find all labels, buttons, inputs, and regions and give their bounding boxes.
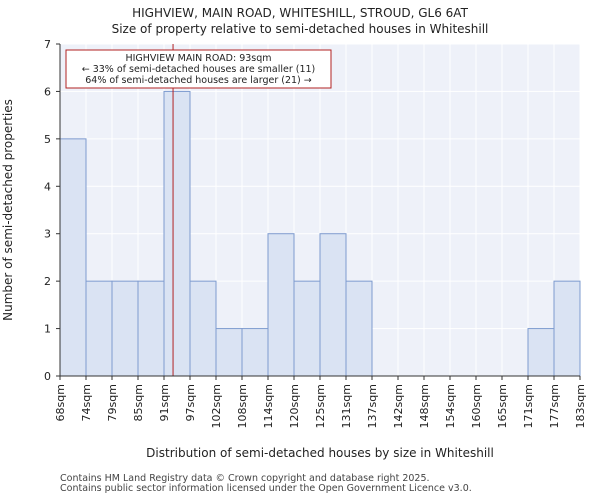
bars bbox=[59, 90, 581, 377]
annotation-line2: ← 33% of semi-detached houses are smalle… bbox=[82, 64, 316, 75]
x-tick-label: 142sqm bbox=[392, 384, 405, 428]
bar-91sqm bbox=[163, 90, 191, 377]
bar-125sqm bbox=[319, 233, 347, 377]
x-tick-label: 131sqm bbox=[340, 384, 353, 428]
x-tick-label: 125sqm bbox=[314, 384, 327, 428]
y-axis-label: Number of semi-detached properties bbox=[1, 99, 15, 321]
bar-183sqm bbox=[553, 280, 581, 377]
y-tick-label: 1 bbox=[44, 323, 51, 336]
chart-subtitle: Size of property relative to semi-detach… bbox=[111, 22, 489, 36]
property-marker: HIGHVIEW MAIN ROAD: 93sqm← 33% of semi-d… bbox=[65, 44, 332, 376]
bar-68sqm bbox=[59, 138, 87, 377]
x-tick-label: 102sqm bbox=[210, 384, 223, 428]
y-tick-label: 2 bbox=[44, 275, 51, 288]
annotation-box bbox=[65, 49, 332, 89]
x-tick-label: 183sqm bbox=[574, 384, 587, 428]
bar-102sqm bbox=[215, 328, 243, 377]
x-tick-label: 74sqm bbox=[80, 384, 93, 421]
chart-title: HIGHVIEW, MAIN ROAD, WHITESHILL, STROUD,… bbox=[132, 6, 468, 20]
bar-131sqm bbox=[345, 280, 373, 377]
bar-74sqm bbox=[85, 280, 113, 377]
x-tick-label: 148sqm bbox=[418, 384, 431, 428]
x-tick-label: 97sqm bbox=[184, 384, 197, 421]
annotation-line3: 64% of semi-detached houses are larger (… bbox=[85, 75, 312, 86]
y-tick-label: 6 bbox=[44, 85, 51, 98]
x-tick-label: 68sqm bbox=[54, 384, 67, 421]
axes: 0 1 2 3 4 5 6 7 68sqm 74sqm 79sqm 85sqm 91sqm 97sqm 10… bbox=[44, 38, 587, 428]
x-tick-label: 108sqm bbox=[236, 384, 249, 428]
x-tick-label: 120sqm bbox=[288, 384, 301, 428]
x-tick-label: 114sqm bbox=[262, 384, 275, 428]
x-tick-label: 154sqm bbox=[444, 384, 457, 428]
bar-108sqm bbox=[241, 328, 269, 377]
x-tick-label: 91sqm bbox=[158, 384, 171, 421]
x-tick-label: 165sqm bbox=[496, 384, 509, 428]
y-tick-label: 7 bbox=[44, 38, 51, 51]
bar-85sqm bbox=[137, 280, 165, 377]
x-tick-label: 79sqm bbox=[106, 384, 119, 421]
bar-120sqm bbox=[293, 280, 321, 377]
gridlines bbox=[59, 43, 581, 377]
x-tick-label: 177sqm bbox=[548, 384, 561, 428]
x-tick-label: 137sqm bbox=[366, 384, 379, 428]
x-tick-label: 171sqm bbox=[522, 384, 535, 428]
y-tick-label: 4 bbox=[44, 180, 51, 193]
bar-79sqm bbox=[111, 280, 139, 377]
bar-114sqm bbox=[267, 233, 295, 377]
footer-copyright: Contains HM Land Registry data © Crown c… bbox=[60, 473, 430, 484]
y-tick-label: 0 bbox=[44, 370, 51, 383]
x-tick-label: 160sqm bbox=[470, 384, 483, 428]
x-axis-label: Distribution of semi-detached houses by … bbox=[146, 446, 494, 460]
bar-171sqm bbox=[527, 328, 555, 377]
bar-97sqm bbox=[189, 280, 217, 377]
annotation-label: HIGHVIEW MAIN ROAD: 93sqm bbox=[125, 53, 271, 64]
y-tick-label: 3 bbox=[44, 228, 51, 241]
x-tick-label: 85sqm bbox=[132, 384, 145, 421]
y-tick-label: 5 bbox=[44, 133, 51, 146]
footer-licence: Contains public sector information licen… bbox=[60, 483, 472, 494]
